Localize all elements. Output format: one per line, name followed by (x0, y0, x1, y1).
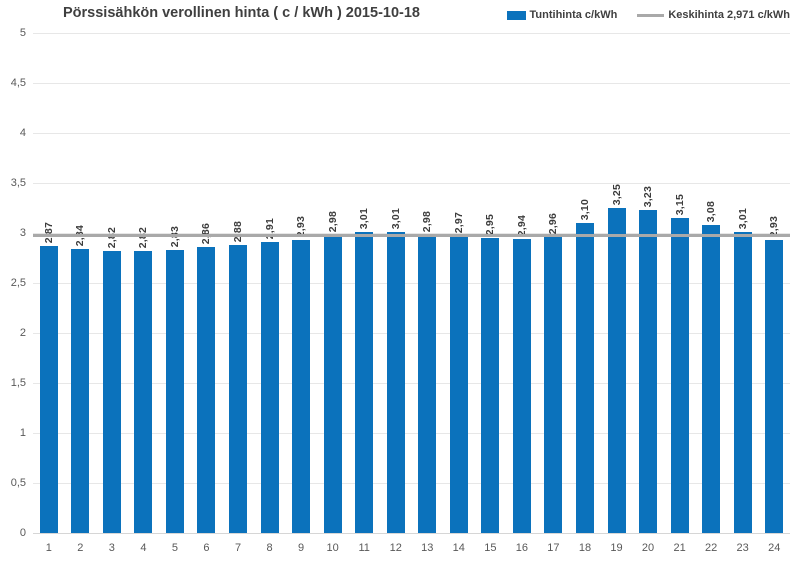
y-axis-tick-label: 0,5 (10, 477, 26, 489)
x-axis-tick-label: 16 (515, 542, 529, 554)
x-axis-tick-label: 7 (234, 542, 242, 554)
x-axis-tick-label: 4 (140, 542, 147, 554)
y-gridline (33, 332, 790, 334)
bar-value-label: 3,01 (358, 207, 371, 229)
x-axis-tick-label: 23 (736, 542, 749, 554)
y-axis-tick-label: 3,5 (10, 177, 26, 189)
price-bar (134, 251, 153, 533)
x-axis-tick-label: 21 (673, 542, 686, 554)
bar-value-label: 3,08 (705, 200, 718, 222)
price-bar (575, 223, 594, 533)
y-axis-tick-label: 3 (19, 227, 26, 239)
bar-value-label: 3,01 (736, 207, 749, 229)
x-axis-tick-label: 12 (389, 542, 402, 554)
x-axis-tick-label: 10 (326, 542, 339, 554)
bar-value-label: 3,01 (389, 207, 402, 229)
legend: Tuntihinta c/kWh Keskihinta 2,971 c/kWh (506, 9, 790, 21)
price-bar (702, 225, 721, 533)
x-axis-line (33, 533, 790, 534)
chart-title: Pörssisähkön verollinen hinta ( c / kWh … (63, 5, 420, 21)
legend-item-average-price: Keskihinta 2,971 c/kWh (637, 9, 790, 21)
bar-value-label: 2,94 (515, 214, 528, 236)
price-bar (323, 235, 342, 533)
price-bar (670, 218, 689, 533)
legend-average-label: Keskihinta 2,971 c/kWh (668, 9, 790, 21)
x-axis-tick-label: 20 (641, 542, 655, 554)
x-axis-tick-label: 11 (358, 542, 370, 554)
bar-value-label: 2,87 (42, 221, 55, 243)
y-axis-tick-label: 2 (19, 327, 26, 339)
bar-value-label: 2,98 (421, 210, 434, 232)
price-bar (481, 238, 500, 533)
legend-bar-swatch-icon (506, 10, 526, 20)
price-bar (607, 208, 626, 533)
legend-line-swatch-icon (637, 13, 665, 17)
price-bar (512, 239, 531, 533)
x-axis-tick-label: 8 (266, 542, 273, 554)
x-axis-tick-label: 18 (578, 542, 592, 554)
x-axis-tick-label: 17 (547, 542, 560, 554)
bar-value-label: 3,25 (610, 183, 623, 205)
x-axis-tick-label: 24 (768, 542, 781, 554)
y-axis-tick-label: 4,5 (10, 77, 26, 89)
price-bar (71, 249, 90, 533)
price-bar (765, 240, 784, 533)
y-axis-tick-label: 1 (19, 427, 26, 439)
y-gridline (33, 282, 790, 284)
x-axis-tick-label: 2 (77, 542, 84, 554)
bar-value-label: 2,86 (200, 222, 213, 244)
legend-item-hourly-price: Tuntihinta c/kWh (506, 9, 618, 21)
price-bar (418, 235, 437, 533)
y-axis-tick-label: 1,5 (10, 377, 26, 389)
price-bar (544, 237, 563, 533)
y-gridline (33, 32, 790, 34)
y-axis-tick-label: 2,5 (10, 277, 26, 289)
x-axis-tick-label: 5 (171, 542, 178, 554)
x-axis-tick-label: 1 (45, 542, 52, 554)
x-axis-tick-label: 19 (610, 542, 623, 554)
y-gridline (33, 232, 790, 234)
bar-value-label: 2,96 (547, 212, 560, 234)
bar-value-label: 3,23 (642, 185, 655, 207)
average-price-line (33, 234, 790, 238)
price-bar (39, 246, 58, 533)
y-gridline (33, 382, 790, 384)
y-gridline (33, 132, 790, 134)
bar-value-label: 3,10 (578, 198, 591, 220)
x-axis-tick-label: 9 (298, 542, 305, 554)
x-axis-tick-label: 3 (108, 542, 115, 554)
price-bar (355, 232, 374, 533)
price-bar (733, 232, 752, 533)
price-bar (229, 245, 248, 533)
y-axis-tick-label: 5 (19, 27, 26, 39)
y-gridline (33, 432, 790, 434)
y-axis-tick-label: 4 (19, 127, 26, 139)
x-axis-tick-label: 22 (705, 542, 718, 554)
y-axis-tick-label: 0 (19, 527, 26, 539)
price-bar (449, 236, 468, 533)
price-bar (260, 242, 279, 533)
bar-value-label: 3,15 (673, 193, 686, 215)
price-bar (292, 240, 311, 533)
x-axis-tick-label: 14 (452, 542, 465, 554)
x-axis-tick-label: 13 (421, 542, 434, 554)
price-bar (386, 232, 405, 533)
y-gridline (33, 182, 790, 184)
price-bar (197, 247, 216, 533)
price-bar (102, 251, 121, 533)
y-gridline (33, 482, 790, 484)
bar-value-label: 2,98 (326, 210, 339, 232)
price-bar (639, 210, 658, 533)
bar-value-label: 2,95 (484, 213, 497, 235)
bar-value-label: 2,97 (452, 211, 465, 233)
price-bar (165, 250, 184, 533)
y-gridline (33, 82, 790, 84)
x-axis-tick-label: 6 (203, 542, 210, 554)
legend-series-label: Tuntihinta c/kWh (529, 9, 618, 21)
bar-value-label: 2,88 (232, 220, 245, 242)
x-axis-tick-label: 15 (484, 542, 497, 554)
